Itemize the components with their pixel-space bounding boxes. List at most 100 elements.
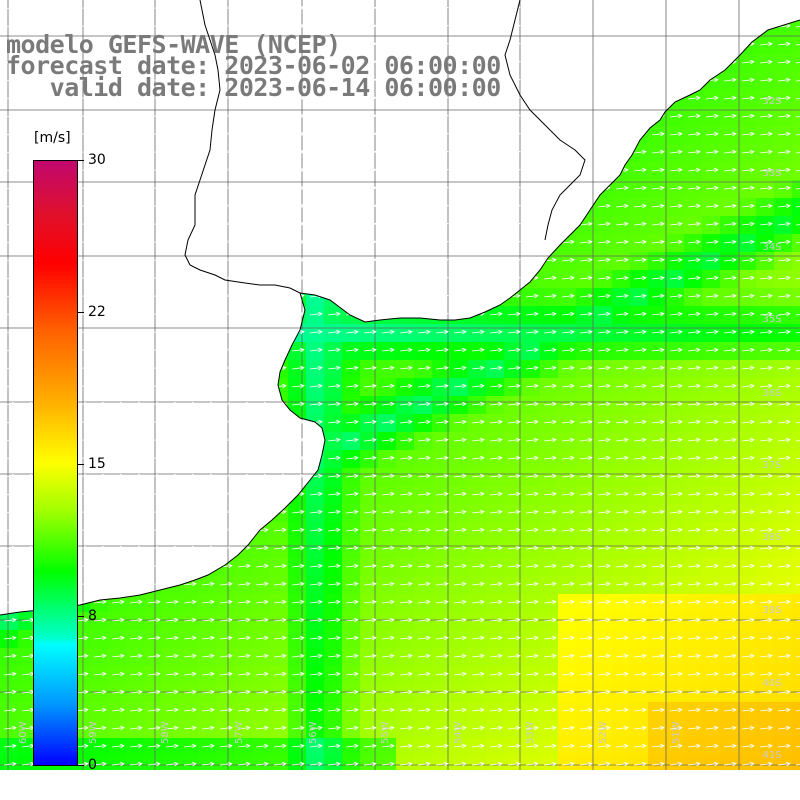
wind-arrow (489, 131, 503, 137)
wind-arrow (543, 275, 557, 281)
sea-cell (720, 342, 739, 361)
sea-cell (18, 738, 37, 757)
wind-arrow (183, 473, 197, 479)
sea-cell (234, 774, 253, 793)
wind-arrow (615, 59, 629, 65)
wind-arrow (687, 581, 701, 587)
wind-arrow (543, 401, 557, 407)
wind-arrow (165, 311, 179, 317)
wind-arrow (363, 491, 377, 497)
wind-arrow (651, 95, 665, 101)
sea-cell (162, 702, 181, 721)
sea-cell (270, 522, 289, 541)
sea-cell (756, 306, 775, 325)
wind-arrow (381, 401, 395, 407)
wind-arrow (777, 365, 791, 371)
wind-arrow (795, 224, 800, 226)
wind-arrow (417, 545, 431, 551)
sea-cell (360, 360, 379, 379)
sea-cell (684, 774, 703, 793)
sea-cell (342, 666, 361, 685)
sea-cell (612, 720, 631, 739)
sea-cell (540, 414, 559, 433)
wind-arrow (669, 311, 683, 317)
wind-arrow (345, 527, 359, 533)
wind-arrow (309, 437, 323, 443)
wind-arrow (651, 329, 665, 335)
wind-arrow (615, 455, 629, 461)
sea-cell (594, 450, 613, 469)
wind-arrow (255, 131, 269, 137)
wind-arrow (129, 5, 143, 11)
wind-arrow (669, 725, 683, 731)
sea-cell (234, 702, 253, 721)
wind-arrow (651, 311, 665, 317)
wind-arrow (597, 617, 611, 623)
colorbar-tick (78, 312, 84, 313)
wind-arrow (723, 383, 737, 389)
sea-cell (432, 504, 451, 523)
wind-arrow (147, 689, 161, 695)
wind-arrow (237, 617, 251, 623)
sea-cell (576, 288, 595, 307)
wind-arrow (165, 401, 179, 407)
wind-arrow (201, 77, 215, 83)
wind-arrow (327, 293, 341, 299)
wind-arrow (111, 653, 125, 659)
sea-cell (0, 756, 19, 770)
wind-arrow (399, 23, 413, 29)
wind-arrow (633, 203, 647, 209)
wind-arrow (453, 437, 467, 443)
wind-arrow (795, 602, 800, 604)
sea-cell (738, 414, 757, 433)
wind-arrow (237, 329, 251, 335)
sea-cell (468, 630, 487, 649)
sea-cell (270, 702, 289, 721)
sea-cell (648, 522, 667, 541)
sea-cell (468, 522, 487, 541)
wind-arrow (795, 566, 800, 568)
sea-cell (756, 162, 775, 181)
sea-cell (720, 252, 739, 271)
sea-cell (486, 558, 505, 577)
sea-cell (702, 342, 721, 361)
wind-arrow (561, 563, 575, 569)
wind-arrow (93, 599, 107, 605)
wind-arrow (381, 689, 395, 695)
sea-cell (630, 414, 649, 433)
sea-cell (540, 504, 559, 523)
wind-arrow (741, 581, 755, 587)
sea-cell (792, 594, 800, 613)
wind-arrow (417, 671, 431, 677)
wind-arrow (3, 545, 17, 551)
wind-arrow (597, 113, 611, 119)
wind-arrow (255, 419, 269, 425)
wind-arrow (309, 383, 323, 389)
sea-cell (612, 702, 631, 721)
wind-arrow (651, 365, 665, 371)
sea-cell (414, 396, 433, 415)
wind-arrow (21, 149, 35, 155)
wind-arrow (93, 131, 107, 137)
wind-arrow (471, 347, 485, 353)
sea-cell (756, 522, 775, 541)
sea-cell (324, 432, 343, 451)
sea-cell (576, 270, 595, 289)
sea-cell (522, 738, 541, 757)
sea-cell (774, 198, 793, 217)
sea-cell (738, 738, 757, 757)
wind-arrow (381, 473, 395, 479)
sea-cell (720, 594, 739, 613)
wind-arrow (723, 221, 737, 227)
sea-cell (738, 342, 757, 361)
wind-arrow (525, 743, 539, 749)
sea-cell (774, 144, 793, 163)
wind-arrow (669, 473, 683, 479)
wind-arrow (165, 41, 179, 47)
wind-arrow (795, 170, 800, 172)
colorbar-gradient (33, 160, 78, 766)
wind-arrow (561, 329, 575, 335)
sea-cell (666, 450, 685, 469)
wind-arrow (273, 347, 287, 353)
wind-arrow (741, 311, 755, 317)
